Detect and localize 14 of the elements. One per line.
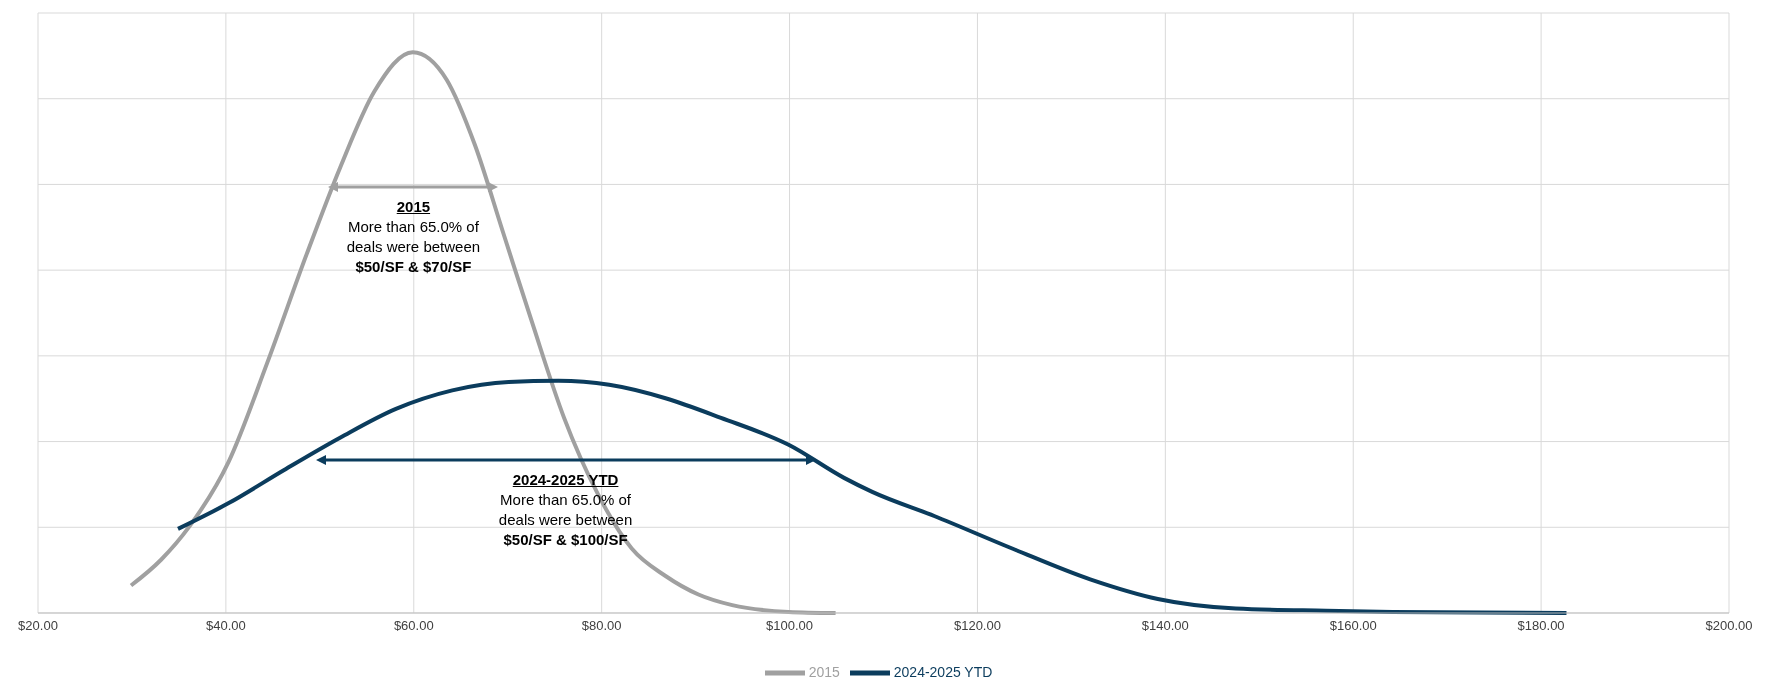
annotation: 2024-2025 YTD More than 65.0% of deals were between $50/SF & $100/SF [497,470,634,550]
annotation: 2015 More than 65.0% of deals were between $50/SF & $70/SF [345,197,482,277]
x-tick-label: $20.00 [18,618,58,634]
x-tick-label: $180.00 [1517,618,1565,634]
x-tick-label: $80.00 [581,618,622,634]
x-tick-label: $160.00 [1329,618,1377,634]
x-tick-label: $120.00 [953,618,1001,634]
x-tick-label: $40.00 [206,618,246,634]
x-tick-label: $100.00 [766,618,814,634]
x-tick-label: $200.00 [1705,618,1753,634]
legend-label: 2024-2025 YTD [893,663,993,680]
legend-label: 2015 [808,663,840,680]
x-tick-label: $140.00 [1141,618,1189,634]
x-tick-label: $60.00 [393,618,434,634]
